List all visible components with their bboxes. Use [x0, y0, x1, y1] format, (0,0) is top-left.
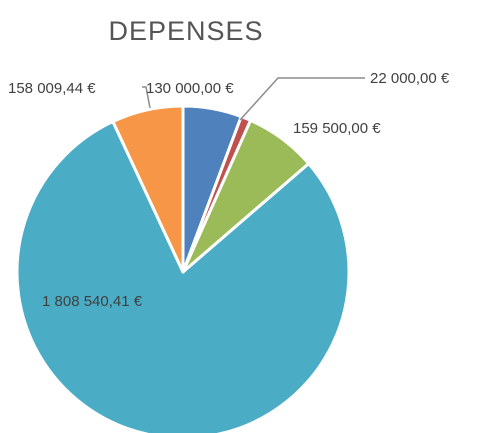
pie-slice-5 — [111, 104, 185, 274]
pie-slice-4 — [15, 120, 351, 433]
leader-lines — [142, 77, 365, 121]
data-labels: 130 000,00 € 22 000,00 € 159 500,00 € 1 … — [8, 70, 450, 310]
pie-slices — [15, 104, 351, 433]
data-label-slice-5: 158 009,44 € — [8, 80, 96, 97]
leader-line-slice-5 — [142, 86, 151, 109]
chart-title: DEPENSES — [108, 16, 263, 46]
data-label-slice-3: 159 500,00 € — [293, 120, 381, 137]
leader-line-slice-2 — [239, 77, 365, 121]
data-label-slice-4: 1 808 540,41 € — [42, 293, 143, 310]
data-label-slice-1: 130 000,00 € — [146, 80, 234, 97]
data-label-slice-2: 22 000,00 € — [370, 70, 450, 87]
